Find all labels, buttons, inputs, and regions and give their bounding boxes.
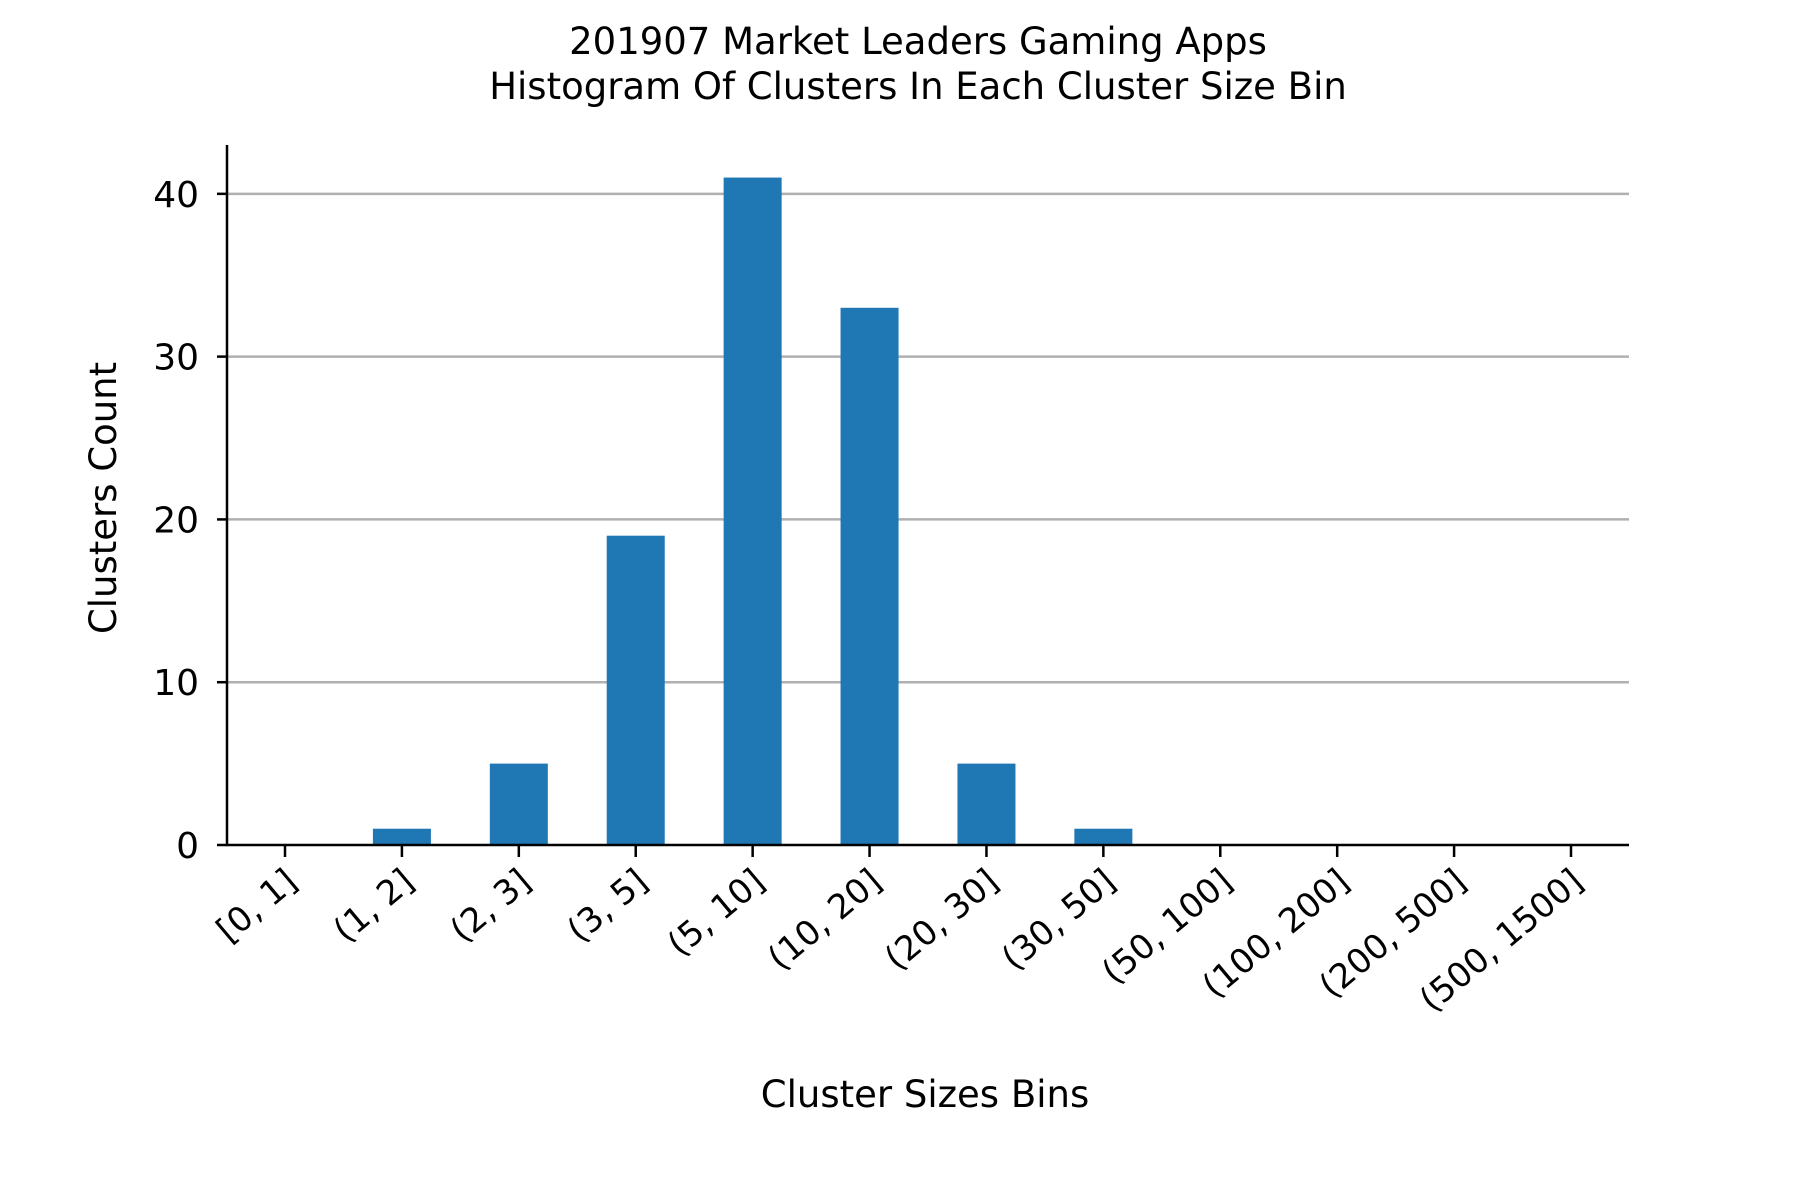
x-tick-label: (5, 10] — [660, 861, 772, 964]
x-tick-label: (2, 3] — [443, 861, 539, 950]
y-tick-label: 30 — [153, 338, 199, 379]
x-tick-label: [0, 1] — [209, 861, 305, 950]
x-tick-label: (10, 20] — [760, 861, 889, 978]
chart-title: 201907 Market Leaders Gaming Apps — [569, 20, 1267, 63]
axes — [226, 145, 1629, 846]
x-axis-label: Cluster Sizes Bins — [761, 1073, 1089, 1116]
y-axis-label: Clusters Count — [82, 362, 125, 634]
y-tick-label: 0 — [176, 826, 199, 867]
chart-subtitle: Histogram Of Clusters In Each Cluster Si… — [489, 65, 1347, 108]
bar — [1074, 829, 1132, 845]
y-tick-label: 10 — [153, 663, 199, 704]
y-tick-label: 40 — [153, 175, 199, 216]
bar — [724, 178, 782, 845]
gridlines — [227, 194, 1629, 682]
bar — [841, 308, 899, 845]
bar — [373, 829, 431, 845]
y-tick-label: 20 — [153, 500, 199, 541]
bars — [373, 178, 1132, 845]
x-tick-label: (1, 2] — [326, 861, 422, 950]
x-tick-label: (3, 5] — [560, 861, 656, 950]
bar — [957, 764, 1015, 845]
x-tick-label: (20, 30] — [877, 861, 1006, 978]
bar — [607, 536, 665, 845]
bar — [490, 764, 548, 845]
